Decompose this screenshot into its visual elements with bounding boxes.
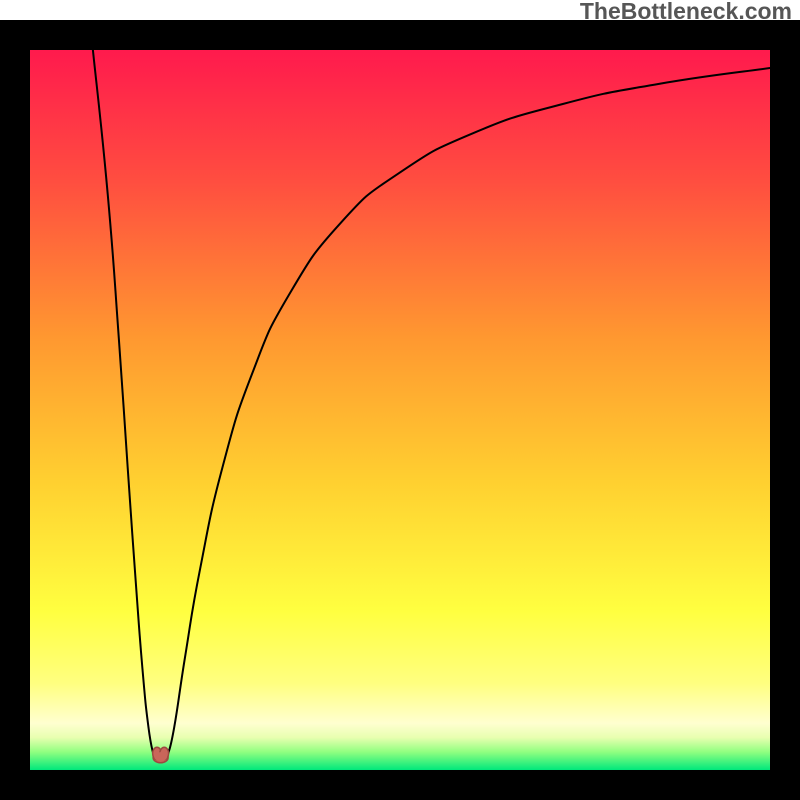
minimum-marker [153, 747, 169, 763]
watermark-text: TheBottleneck.com [580, 0, 792, 25]
chart-svg [30, 50, 770, 770]
root-container: TheBottleneck.com [0, 0, 800, 800]
chart-plot-area [30, 50, 770, 770]
